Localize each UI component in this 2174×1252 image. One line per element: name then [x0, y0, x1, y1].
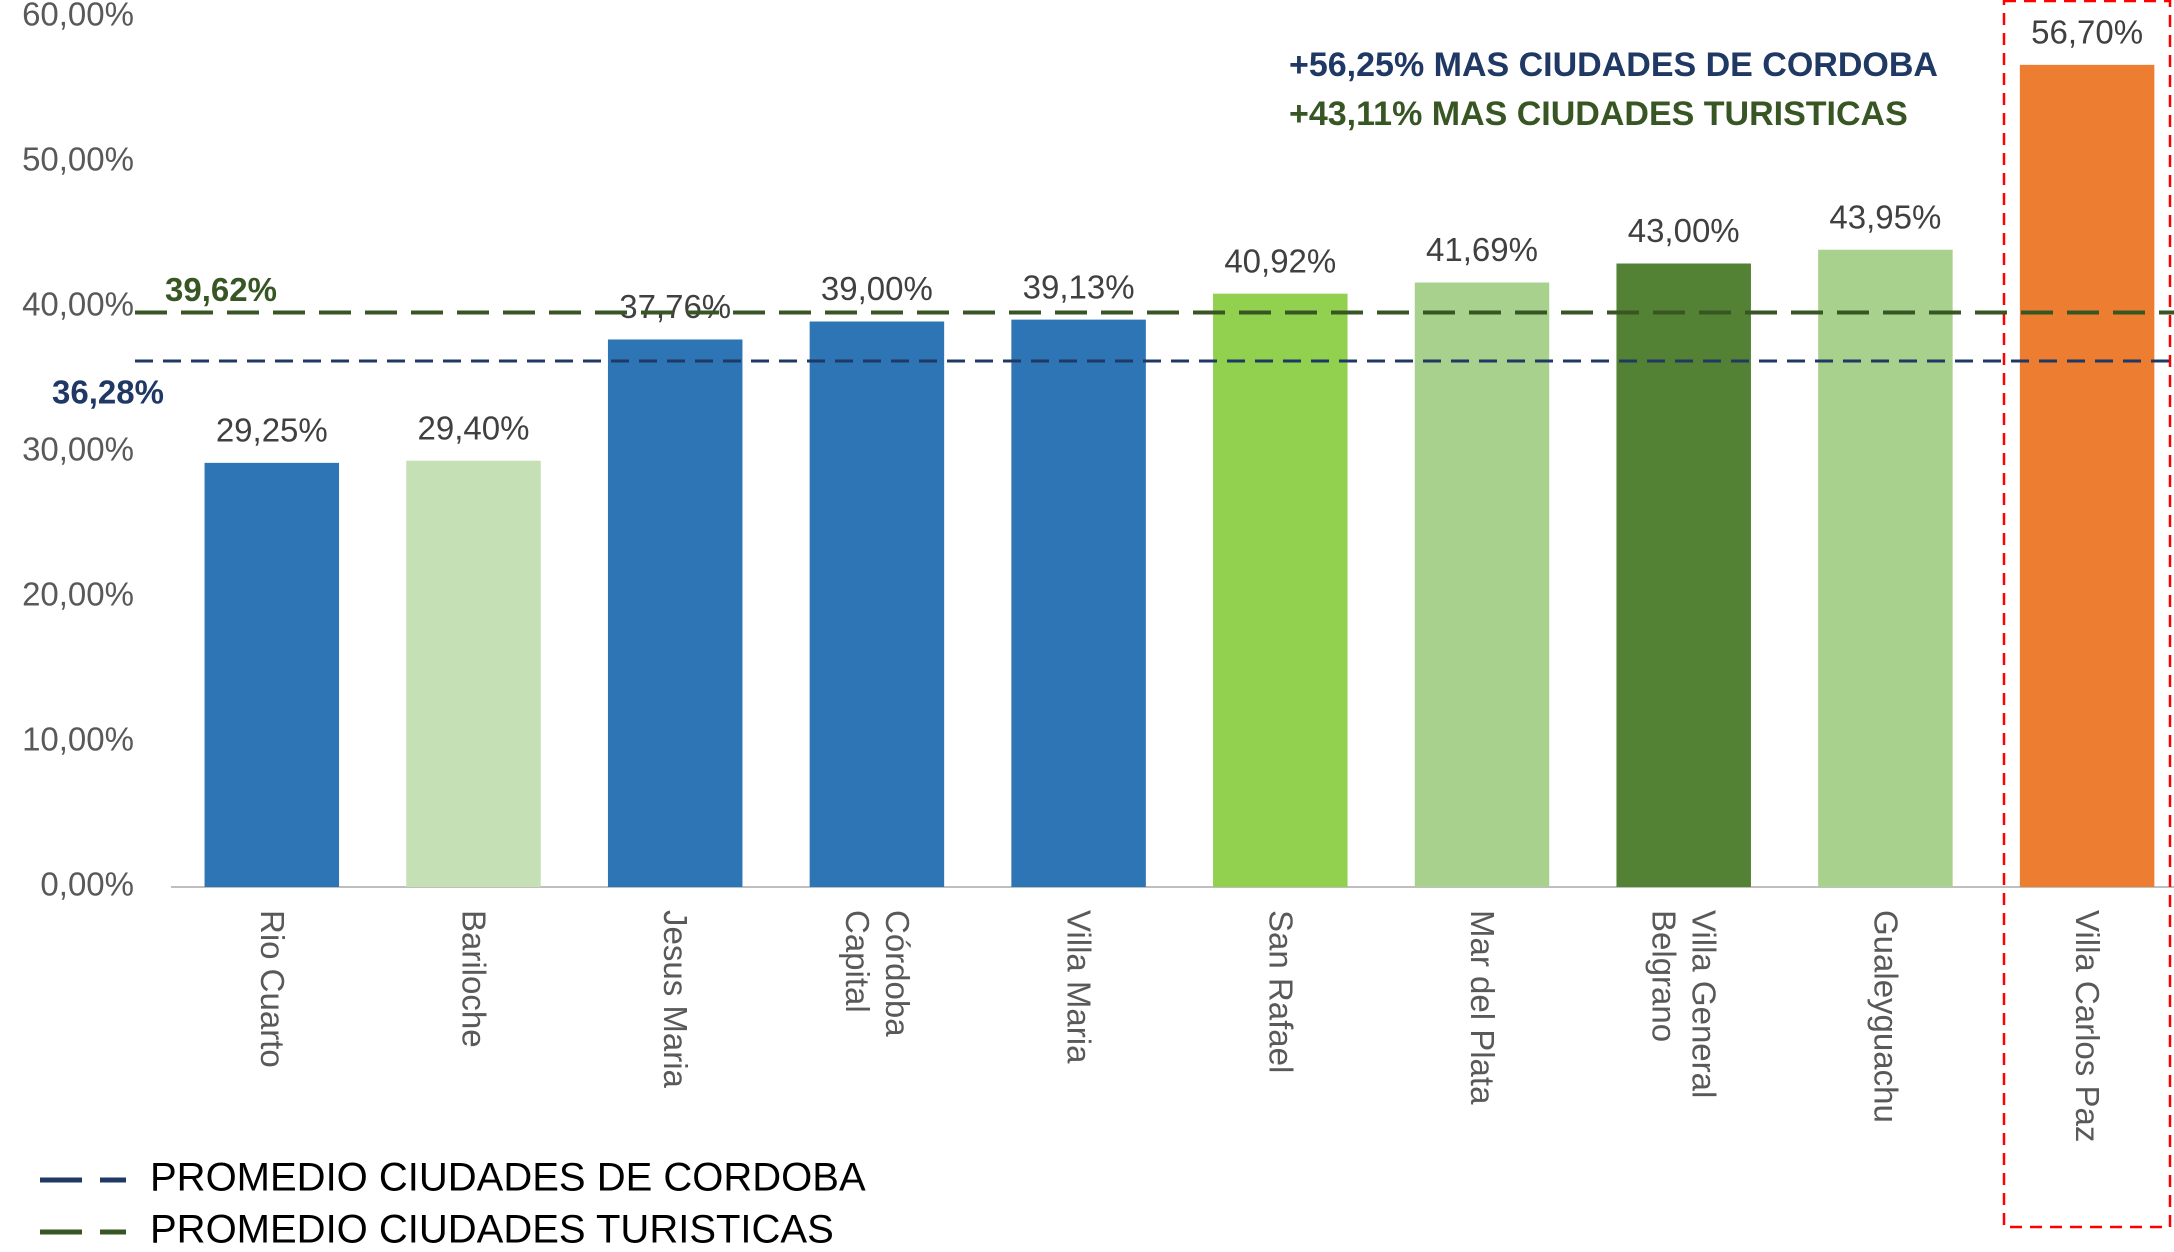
- value-label: 56,70%: [2031, 14, 2143, 51]
- annotation: +56,25% MAS CIUDADES DE CORDOBA: [1289, 46, 1938, 84]
- value-label: 29,25%: [216, 412, 328, 449]
- y-tick-label: 50,00%: [22, 141, 134, 178]
- bar: [1011, 319, 1146, 887]
- y-tick-label: 10,00%: [22, 721, 134, 758]
- bar: [2019, 64, 2155, 888]
- y-tick-label: 30,00%: [22, 431, 134, 468]
- bar: [406, 460, 541, 887]
- y-tick-label: 60,00%: [22, 0, 134, 33]
- x-tick-label: San Rafael: [1262, 910, 1300, 1074]
- value-label: 29,40%: [418, 409, 530, 446]
- legend-label: PROMEDIO CIUDADES TURISTICAS: [150, 1208, 834, 1252]
- value-label: 43,95%: [1829, 198, 1941, 235]
- bar: [1414, 282, 1550, 887]
- annotation: +43,11% MAS CIUDADES TURISTICAS: [1289, 95, 1908, 133]
- bar: [204, 462, 340, 887]
- y-tick-label: 40,00%: [22, 286, 134, 323]
- value-label: 39,13%: [1023, 268, 1135, 305]
- x-tick-label: Bariloche: [455, 910, 493, 1048]
- x-tick-label: Rio Cuarto: [253, 910, 291, 1068]
- value-label: 39,00%: [821, 270, 933, 307]
- x-tick-label: Mar del Plata: [1464, 910, 1501, 1105]
- reference-label: 39,62%: [165, 271, 277, 308]
- x-tick-label: Gualeyguachu: [1867, 910, 1905, 1123]
- bar: [809, 321, 945, 887]
- bar: [1213, 293, 1348, 887]
- x-tick-label: Villa Maria: [1060, 910, 1098, 1064]
- x-tick-label: Villa General Belgrano: [1645, 910, 1723, 1099]
- x-tick-label: Villa Carlos Paz: [2069, 910, 2107, 1143]
- x-tick-label: Jesus Maria: [657, 910, 695, 1088]
- value-label: 41,69%: [1426, 231, 1538, 268]
- legend-label: PROMEDIO CIUDADES DE CORDOBA: [150, 1156, 866, 1200]
- reference-label: 36,28%: [52, 374, 164, 411]
- bar: [607, 339, 743, 888]
- highlight-box: [2002, 0, 2172, 1229]
- value-label: 37,76%: [619, 288, 731, 325]
- y-tick-label: 20,00%: [22, 576, 134, 613]
- x-tick-label: Córdoba Capital: [838, 910, 916, 1037]
- bar: [1818, 249, 1953, 888]
- value-label: 43,00%: [1628, 212, 1740, 249]
- value-label: 40,92%: [1224, 242, 1336, 279]
- y-tick-label: 0,00%: [40, 866, 134, 903]
- bar: [1616, 263, 1751, 887]
